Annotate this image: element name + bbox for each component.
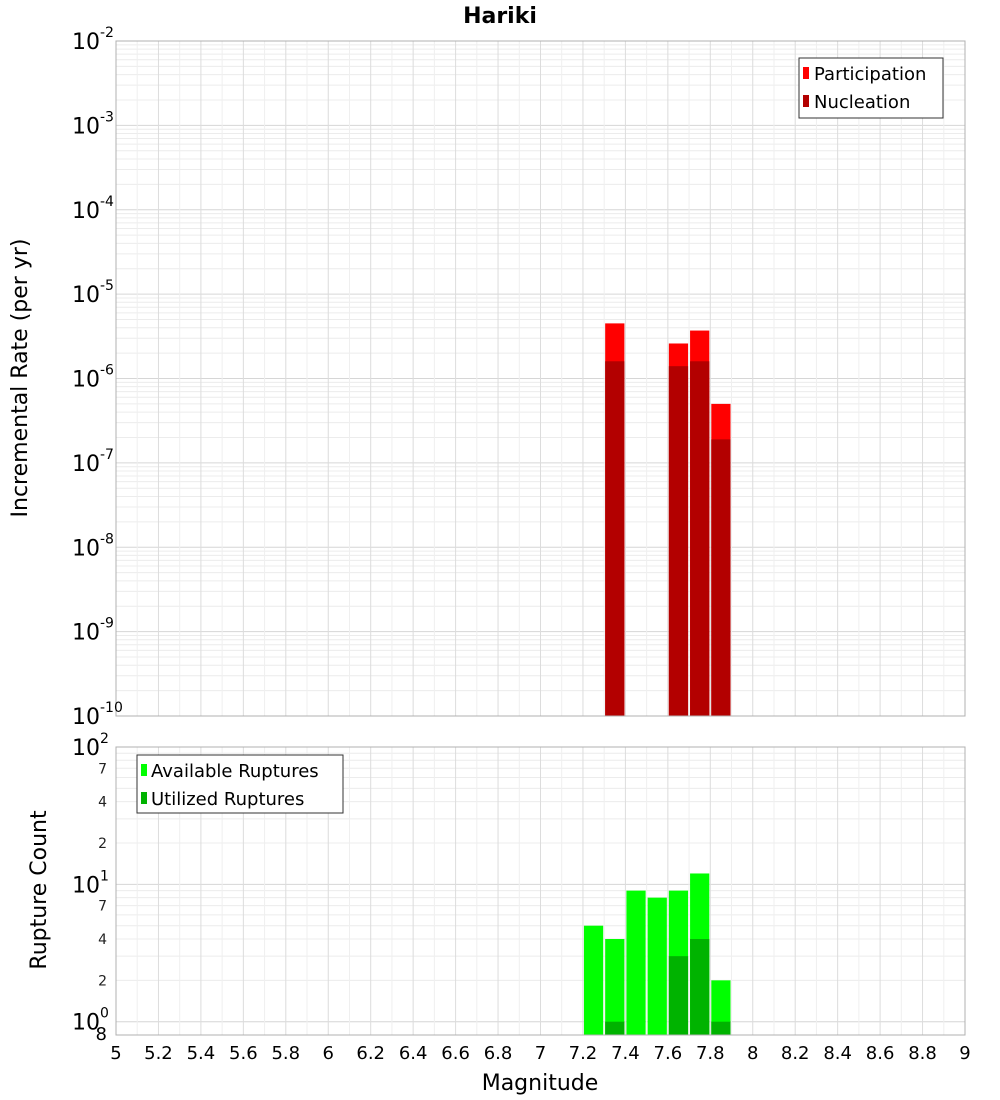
utilized-ruptures-bar (711, 1021, 731, 1035)
rate-tick-label: 10-5 (72, 278, 114, 308)
magnitude-tick-label: 5.6 (229, 1043, 258, 1064)
rate-tick-exponent: -2 (100, 25, 114, 41)
available-ruptures-bar (583, 925, 604, 1035)
nucleation-bar (668, 366, 689, 716)
participation-swatch (803, 67, 809, 79)
participation-legend-label: Participation (814, 64, 926, 85)
magnitude-tick-label: 5 (110, 1043, 121, 1064)
rate-tick-exponent: -3 (100, 109, 114, 125)
magnitude-tick-label: 8 (747, 1043, 758, 1064)
available-ruptures-bar (711, 980, 731, 1035)
rate-legend-box (798, 57, 944, 119)
magnitude-tick-label: 7 (535, 1043, 546, 1064)
magnitude-tick-label: 6.2 (356, 1043, 385, 1064)
rate-tick-exponent: -9 (100, 616, 114, 632)
nucleation-bar (605, 361, 625, 716)
magnitude-tick-label: 5.4 (187, 1043, 216, 1064)
magnitude-axis-label: Magnitude (482, 1071, 599, 1096)
count-major-tick-label: 101 (72, 868, 109, 898)
rate-tick-label: 10-8 (72, 531, 114, 561)
magnitude-tick-label: 8.6 (866, 1043, 895, 1064)
count-tick-exponent: 0 (100, 1006, 109, 1022)
count-minor-tick-label: 7 (98, 761, 107, 777)
magnitude-tick-label: 8.8 (908, 1043, 937, 1064)
chart-title: Hariki (463, 4, 537, 29)
magnitude-tick-label: 9 (959, 1043, 970, 1064)
rate-tick-base: 10 (72, 452, 100, 477)
count-major-tick-label: 102 (72, 731, 109, 761)
rate-tick-exponent: -10 (100, 700, 123, 716)
available-ruptures-legend-label: Available Ruptures (151, 761, 319, 782)
rupture-count-axis-label: Rupture Count (27, 810, 52, 970)
magnitude-tick-label: 6.4 (399, 1043, 428, 1064)
rate-tick-label: 10-6 (72, 363, 114, 393)
count-major-tick-label: 100 (72, 1006, 109, 1036)
rate-tick-exponent: -8 (100, 531, 114, 547)
magnitude-tick-label: 7.6 (654, 1043, 683, 1064)
rate-axis-label: Incremental Rate (per yr) (8, 239, 33, 518)
rate-tick-base: 10 (72, 30, 100, 55)
available-ruptures-bar (626, 890, 646, 1035)
rate-tick-base: 10 (72, 621, 100, 646)
rate-tick-label: 10-10 (72, 700, 123, 730)
magnitude-tick-label: 5.8 (271, 1043, 300, 1064)
count-minor-tick-label: 4 (98, 795, 107, 811)
count-tick-exponent: 2 (100, 731, 109, 747)
magnitude-tick-label: 8.2 (781, 1043, 810, 1064)
utilized-ruptures-bar (690, 939, 710, 1035)
count-minor-tick-label: 4 (98, 932, 107, 948)
nucleation-bar (690, 361, 710, 716)
count-tick-base: 10 (72, 873, 100, 898)
rate-legend: Participation Nucleation (798, 57, 944, 119)
magnitude-tick-label: 7.2 (569, 1043, 598, 1064)
count-plot-border (115, 746, 966, 1036)
rate-tick-base: 10 (72, 283, 100, 308)
nucleation-legend-label: Nucleation (814, 92, 910, 113)
rate-tick-exponent: -5 (100, 278, 114, 294)
rate-tick-label: 10-3 (72, 109, 114, 139)
rate-tick-label: 10-4 (72, 194, 114, 224)
count-minor-tick-label: 8 (96, 1024, 107, 1045)
utilized-ruptures-legend-label: Utilized Ruptures (151, 789, 304, 810)
available-ruptures-bar (647, 897, 667, 1035)
rate-tick-exponent: -6 (100, 363, 114, 379)
count-tick-base: 10 (72, 736, 100, 761)
magnitude-tick-label: 8.4 (823, 1043, 852, 1064)
magnitude-tick-label: 5.2 (144, 1043, 173, 1064)
count-legend: Available Ruptures Utilized Ruptures (136, 754, 344, 814)
rate-tick-label: 10-9 (72, 616, 114, 646)
magnitude-tick-label: 7.8 (696, 1043, 725, 1064)
utilized-ruptures-bar (605, 1021, 625, 1035)
magnitude-tick-label: 6.6 (441, 1043, 470, 1064)
magnitude-tick-label: 7.4 (611, 1043, 640, 1064)
count-minor-tick-label: 2 (98, 836, 107, 852)
available-ruptures-swatch (141, 764, 147, 776)
count-legend-box (136, 754, 344, 814)
rate-tick-base: 10 (72, 199, 100, 224)
magnitude-tick-label: 6 (323, 1043, 334, 1064)
nucleation-swatch (803, 95, 809, 107)
rate-tick-label: 10-2 (72, 25, 114, 55)
count-minor-tick-label: 2 (98, 973, 107, 989)
rate-tick-exponent: -7 (100, 447, 114, 463)
available-ruptures-bar (605, 939, 625, 1035)
nucleation-bar (711, 439, 731, 716)
rate-tick-base: 10 (72, 705, 100, 730)
rate-panel: 10-1010-910-810-710-610-510-410-310-2Par… (72, 25, 966, 730)
utilized-ruptures-bar (668, 956, 689, 1035)
rate-grid (115, 41, 966, 717)
rate-plot-border (115, 40, 966, 717)
count-tick-base: 10 (72, 1011, 100, 1036)
rate-tick-exponent: -4 (100, 194, 114, 210)
rate-tick-base: 10 (72, 536, 100, 561)
rate-tick-label: 10-7 (72, 447, 114, 477)
count-tick-exponent: 1 (100, 868, 109, 884)
magnitude-tick-label: 6.8 (484, 1043, 513, 1064)
rate-tick-base: 10 (72, 114, 100, 139)
utilized-ruptures-swatch (141, 792, 147, 804)
rate-tick-base: 10 (72, 368, 100, 393)
count-minor-tick-label: 7 (98, 899, 107, 915)
